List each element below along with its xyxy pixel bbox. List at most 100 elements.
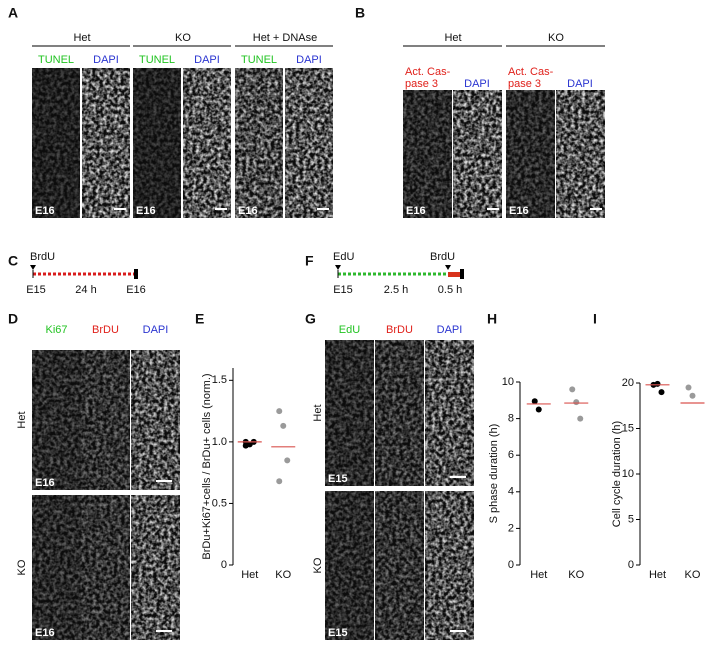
stain-label: EdU [339, 324, 360, 336]
data-point [280, 422, 287, 429]
pulse-label: EdU [333, 251, 354, 263]
panel-label: G [305, 311, 316, 327]
y-tick-label: 2 [508, 522, 514, 534]
y-tick-label: 1.5 [212, 374, 227, 386]
stage-label: E16 [238, 205, 258, 217]
time-label: 24 h [75, 284, 96, 296]
micrograph-texture [375, 491, 424, 640]
panel-label: H [487, 311, 497, 327]
stain-label: DAPI [437, 324, 463, 336]
micrograph-texture [81, 495, 130, 640]
micrograph-texture [235, 68, 283, 218]
y-tick-label: 0.5 [212, 497, 227, 509]
stain-label: BrDU [92, 324, 119, 336]
micrograph-texture [403, 90, 452, 218]
stain-label: Ki67 [45, 324, 67, 336]
stain-label: Act. Cas- [405, 66, 451, 78]
time-label: E15 [333, 284, 353, 296]
pulse-marker [30, 265, 36, 270]
stage-label: E16 [136, 205, 156, 217]
row-label: Het [312, 404, 324, 421]
panel-label: A [8, 5, 18, 21]
pulse-label: BrdU [30, 251, 55, 263]
data-point [276, 478, 283, 485]
data-point [658, 389, 665, 396]
y-tick-label: 0 [221, 559, 227, 571]
micrograph-texture [325, 491, 374, 640]
stage-label: E16 [35, 477, 55, 489]
micrograph-texture [183, 68, 231, 218]
data-point [242, 442, 249, 449]
timeline-end [460, 269, 464, 279]
row-label: KO [312, 557, 324, 573]
stage-label: E15 [328, 627, 348, 639]
y-tick-label: 10 [622, 468, 634, 480]
time-label: 2.5 h [384, 284, 408, 296]
timeline-end [134, 269, 138, 279]
stage-label: E16 [35, 627, 55, 639]
micrograph-texture [285, 68, 333, 218]
data-point [685, 384, 692, 391]
micrograph-texture [32, 495, 81, 640]
stain-label: TUNEL [241, 54, 277, 66]
y-tick-label: 20 [622, 377, 634, 389]
data-point [535, 406, 542, 413]
data-point [276, 408, 283, 415]
pulse-label: BrdU [430, 251, 455, 263]
micrograph-texture [32, 68, 80, 218]
data-point [654, 380, 661, 387]
stain-label: TUNEL [139, 54, 175, 66]
time-label: 0.5 h [438, 284, 462, 296]
panel-label: C [8, 253, 18, 269]
x-tick-label: Het [530, 569, 547, 581]
stain-label: DAPI [464, 78, 490, 90]
micrograph-texture [32, 350, 81, 490]
y-tick-label: 6 [508, 449, 514, 461]
data-point [569, 386, 576, 393]
stain-label: DAPI [567, 78, 593, 90]
pulse-marker [445, 265, 451, 270]
data-point [531, 398, 538, 405]
time-label: E15 [26, 284, 46, 296]
micrograph-texture [133, 68, 181, 218]
y-axis-label: BrDu+Ki67+cells / BrDu+ cells (norm.) [201, 373, 213, 559]
y-tick-label: 5 [628, 513, 634, 525]
stage-label: E16 [35, 205, 55, 217]
stain-label: pase 3 [405, 78, 438, 90]
micrograph-texture [131, 350, 180, 490]
panel-label: D [8, 311, 18, 327]
micrograph-texture [506, 90, 555, 218]
x-tick-label: Het [649, 569, 666, 581]
stain-label: DAPI [93, 54, 119, 66]
stain-label: Act. Cas- [508, 66, 554, 78]
micrograph-texture [131, 495, 180, 640]
x-tick-label: KO [275, 569, 291, 581]
y-tick-label: 0 [508, 559, 514, 571]
pulse-marker [335, 265, 341, 270]
y-tick-label: 15 [622, 422, 634, 434]
y-tick-label: 10 [502, 376, 514, 388]
stage-label: E16 [509, 205, 529, 217]
micrograph-texture [82, 68, 130, 218]
panel-label: B [355, 5, 365, 21]
panel-label: E [195, 311, 204, 327]
panel-label: I [593, 311, 597, 327]
group-label: KO [175, 32, 191, 44]
data-point [284, 457, 291, 464]
x-tick-label: KO [568, 569, 584, 581]
time-label: E16 [126, 284, 146, 296]
data-point [689, 392, 696, 399]
group-label: Het + DNAse [253, 32, 318, 44]
x-tick-label: Het [241, 569, 258, 581]
micrograph-texture [425, 340, 474, 486]
row-label: KO [16, 559, 28, 575]
stage-label: E16 [406, 205, 426, 217]
stain-label: pase 3 [508, 78, 541, 90]
group-label: Het [444, 32, 461, 44]
group-label: Het [73, 32, 90, 44]
timeline-pulse [448, 272, 460, 277]
y-axis-label: S phase duration (h) [488, 424, 500, 524]
micrograph-texture [425, 491, 474, 640]
micrograph-texture [325, 340, 374, 486]
